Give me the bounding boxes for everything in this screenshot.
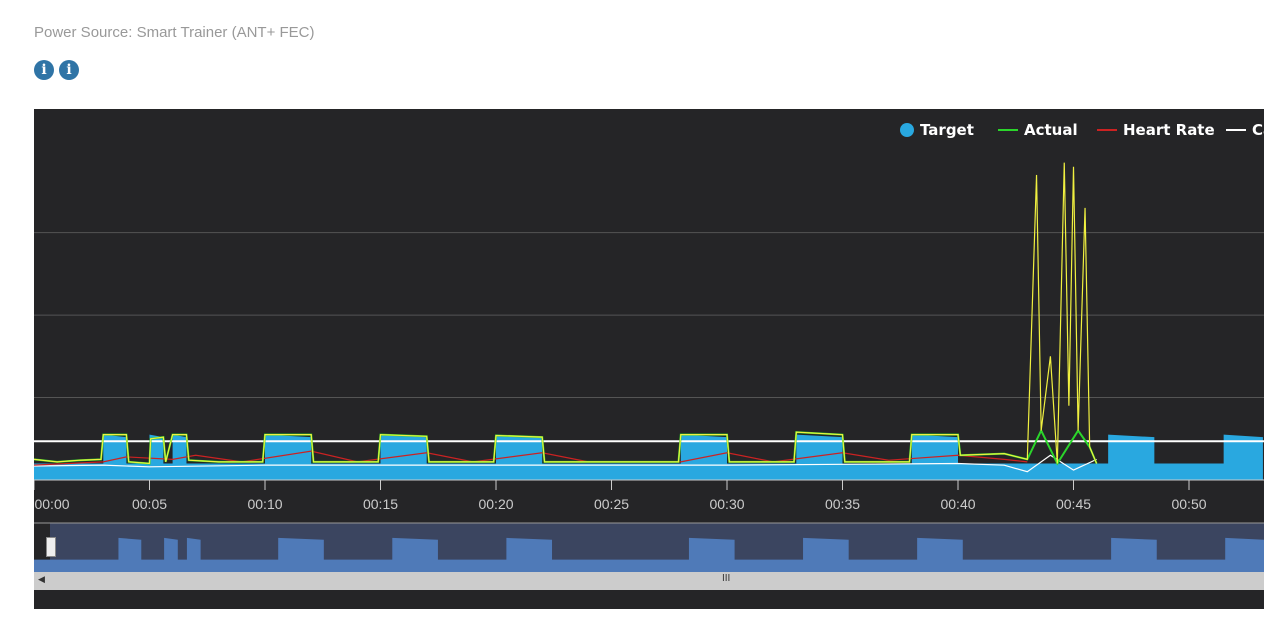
power-source: Power Source: Smart Trainer (ANT+ FEC) (34, 24, 315, 41)
scrollbar[interactable]: ◀ III (34, 572, 1264, 590)
info-icon[interactable]: i (59, 60, 79, 80)
legend-cadence[interactable]: Ca (1226, 121, 1264, 139)
target-area (34, 434, 1263, 480)
x-tick-label: 00:10 (247, 496, 283, 512)
power-source-value: Smart Trainer (ANT+ FEC) (136, 24, 315, 41)
x-tick-label: 00:20 (478, 496, 514, 512)
legend-label: Actual (1024, 121, 1078, 139)
legend-label: Heart Rate (1123, 121, 1215, 139)
x-tick-label: 00:05 (131, 496, 168, 512)
line-icon (1226, 129, 1246, 131)
legend-heart-rate[interactable]: Heart Rate (1097, 121, 1215, 139)
power-line (34, 162, 1098, 465)
x-tick-label: 00:35 (824, 496, 861, 512)
x-tick-label: 00:30 (709, 496, 745, 512)
x-tick-label: 00:15 (362, 496, 399, 512)
legend-actual[interactable]: Actual (998, 121, 1078, 139)
x-tick-label: 00:25 (593, 496, 630, 512)
navigator-series (34, 537, 1264, 572)
workout-chart: Target Actual Heart Rate Ca 00:00 00:05 00… (34, 109, 1264, 609)
legend-label: Target (920, 121, 974, 139)
x-tick-label: 00:40 (940, 496, 976, 512)
legend-label: Ca (1252, 121, 1264, 139)
legend-target[interactable]: Target (900, 121, 974, 139)
info-icon[interactable]: i (34, 60, 54, 80)
power-source-label: Power Source: (34, 24, 133, 41)
line-icon (998, 129, 1018, 131)
chart-svg (34, 162, 1264, 572)
line-icon (1097, 129, 1117, 131)
circle-icon (900, 123, 914, 137)
cadence-line (34, 454, 1097, 473)
x-tick-label: 00:50 (1171, 496, 1207, 512)
scroll-grip[interactable]: III (722, 573, 731, 584)
x-tick-label: 00:45 (1055, 496, 1092, 512)
heart-rate-line (34, 450, 1028, 466)
x-tick-label: 00:00 (34, 496, 70, 512)
navigator-handle[interactable] (46, 537, 56, 557)
scroll-left-arrow-icon[interactable]: ◀ (38, 574, 45, 584)
